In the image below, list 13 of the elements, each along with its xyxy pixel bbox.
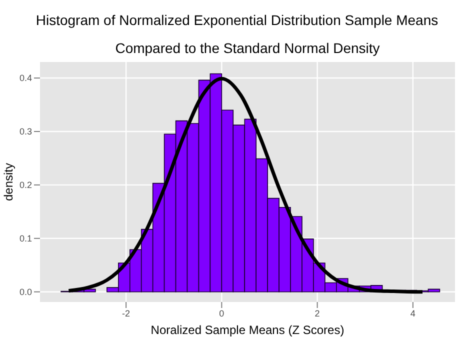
y-tick-label: 0.0	[19, 287, 32, 298]
y-tick-label: 0.3	[19, 126, 32, 137]
y-tick-label: 0.2	[19, 180, 32, 190]
chart-title: Histogram of Normalized Exponential Distribution Sample Means	[34, 12, 440, 28]
x-tick-label: 0	[219, 308, 224, 318]
x-tick-label: 4	[410, 308, 416, 318]
y-tick-label: 0.1	[19, 234, 32, 244]
chart-subtitle: Compared to the Standard Normal Density	[114, 40, 381, 56]
x-tick-label: 2	[314, 308, 320, 318]
y-tick-label: 0.4	[19, 73, 32, 84]
x-tick-label: -2	[122, 308, 130, 318]
y-axis-title: density	[1, 162, 16, 202]
x-axis-title: Noralized Sample Means (Z Scores)	[150, 323, 344, 337]
